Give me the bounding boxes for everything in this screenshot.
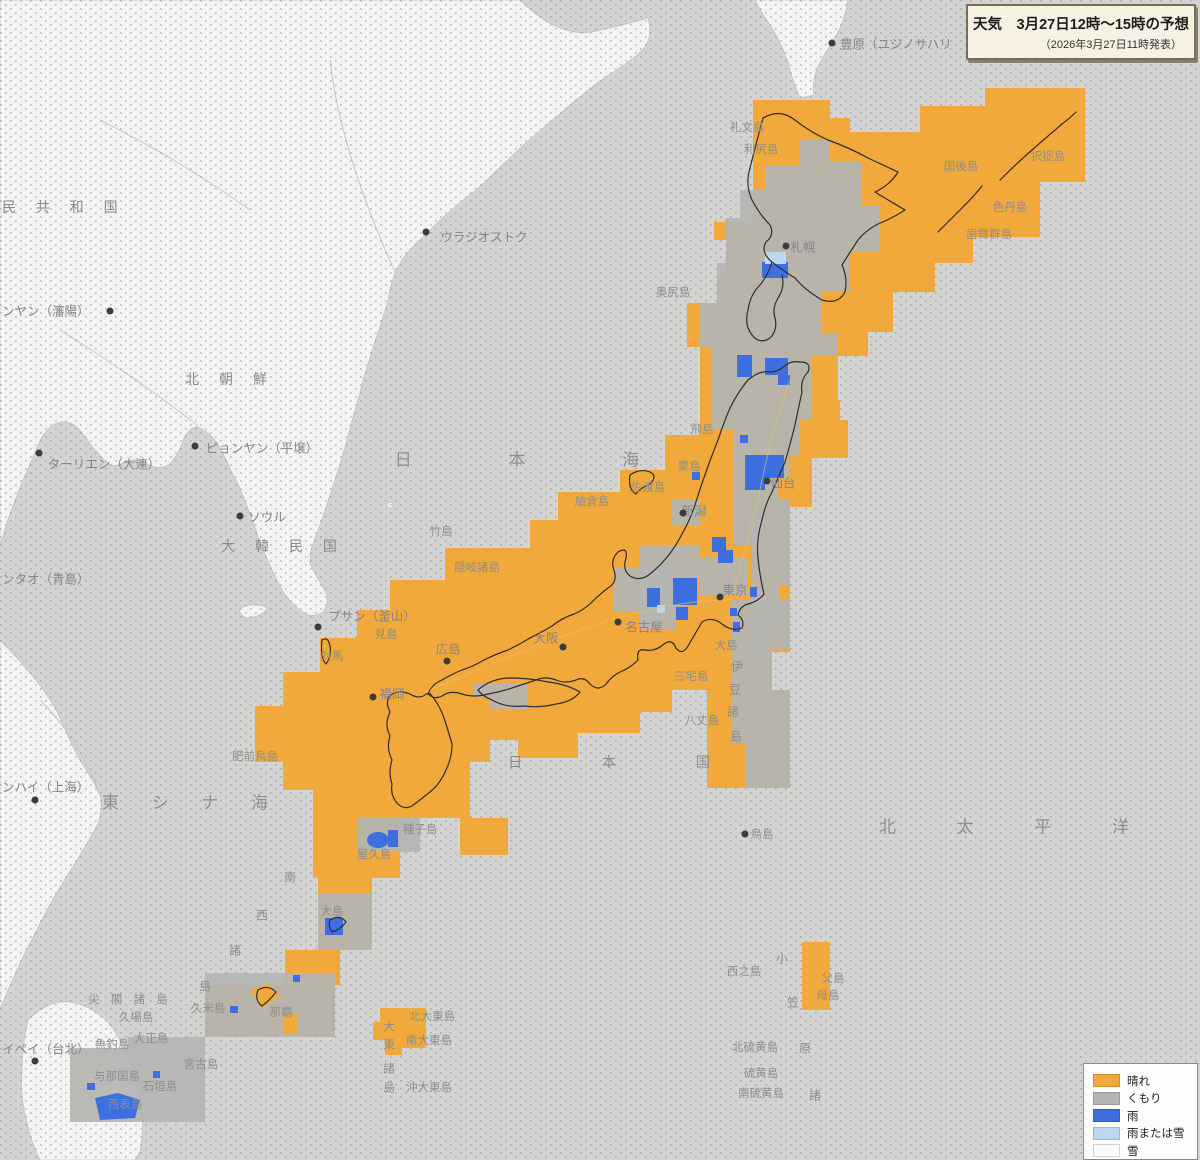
city-dot	[443, 657, 451, 665]
coast-sado	[629, 469, 655, 495]
coast-honshu	[427, 361, 810, 699]
city-dot	[716, 593, 724, 601]
cloud-miyako-yaeyama	[70, 1037, 205, 1122]
city-dot	[679, 509, 687, 517]
city-dot	[559, 643, 567, 651]
road-line-sanyo	[429, 599, 729, 691]
city-dot	[35, 449, 43, 457]
coast-oshima-peninsula	[746, 261, 784, 342]
coast-etorofu	[999, 111, 1077, 181]
legend-label-sleet: 雨または雪	[1127, 1128, 1185, 1141]
sunny-region-ryukyu	[205, 818, 400, 1037]
sunny-region-west-japan	[255, 470, 707, 855]
cloud-shikoku-south	[473, 683, 527, 710]
city-dot	[236, 512, 244, 520]
japan-coastlines	[256, 111, 1077, 1007]
city-dot	[782, 242, 790, 250]
city-dot	[763, 477, 771, 485]
city-dot	[422, 228, 430, 236]
sunny-region-ogasawara	[802, 942, 830, 1010]
legend-item-rain: 雨	[1093, 1107, 1197, 1125]
rain-cells	[87, 262, 790, 1120]
legend-swatch-cloud	[1093, 1091, 1120, 1105]
legend-label-cloud: くもり	[1127, 1093, 1162, 1106]
legend-label-rain: 雨	[1127, 1110, 1139, 1123]
legend-item-snow: 雪	[1093, 1142, 1197, 1160]
forecast-title: 天気 3月27日12時〜15時の予想	[973, 16, 1189, 33]
city-dot	[31, 796, 39, 804]
city-dot	[106, 307, 114, 315]
sunny-okinawa-south	[284, 1014, 297, 1034]
coast-kunashiri	[937, 185, 983, 233]
legend-swatch-sleet	[1093, 1126, 1120, 1140]
legend-swatch-rain	[1093, 1109, 1120, 1123]
cloud-okinawa	[205, 973, 335, 1037]
city-dot	[741, 830, 749, 838]
legend-item-cloud: くもり	[1093, 1090, 1197, 1108]
cloud-izu-ribbon	[732, 600, 790, 788]
legend-label-sun: 晴れ	[1127, 1075, 1150, 1088]
legend-item-sleet: 雨または雪	[1093, 1125, 1197, 1143]
city-dot	[191, 442, 199, 450]
forecast-title-box: 天気 3月27日12時〜15時の予想 （2026年3月27日11時発表）	[966, 4, 1196, 60]
legend-item-sun: 晴れ	[1093, 1072, 1197, 1090]
weather-legend: 晴れくもり雨雨または雪雪	[1083, 1063, 1198, 1160]
sunny-region-daito	[373, 1008, 426, 1055]
city-dot	[369, 693, 377, 701]
city-dot	[31, 1057, 39, 1065]
coast-hokkaido	[747, 112, 906, 302]
cloud-nagoya	[613, 568, 675, 630]
coast-kyushu	[386, 691, 453, 809]
coast-tsushima	[320, 638, 332, 665]
coast-shikoku	[477, 677, 581, 708]
legend-label-snow: 雪	[1127, 1145, 1139, 1158]
city-dot	[614, 618, 622, 626]
coast-amami	[328, 916, 347, 933]
legend-swatch-snow	[1093, 1144, 1120, 1158]
city-dot	[828, 39, 836, 47]
city-dot	[314, 623, 322, 631]
cloud-kanto	[700, 558, 747, 596]
road-line-tohoku	[729, 379, 791, 601]
legend-swatch-sun	[1093, 1074, 1120, 1088]
coast-okinawa	[256, 986, 277, 1007]
forecast-issued-at: （2026年3月27日11時発表）	[1039, 38, 1182, 51]
